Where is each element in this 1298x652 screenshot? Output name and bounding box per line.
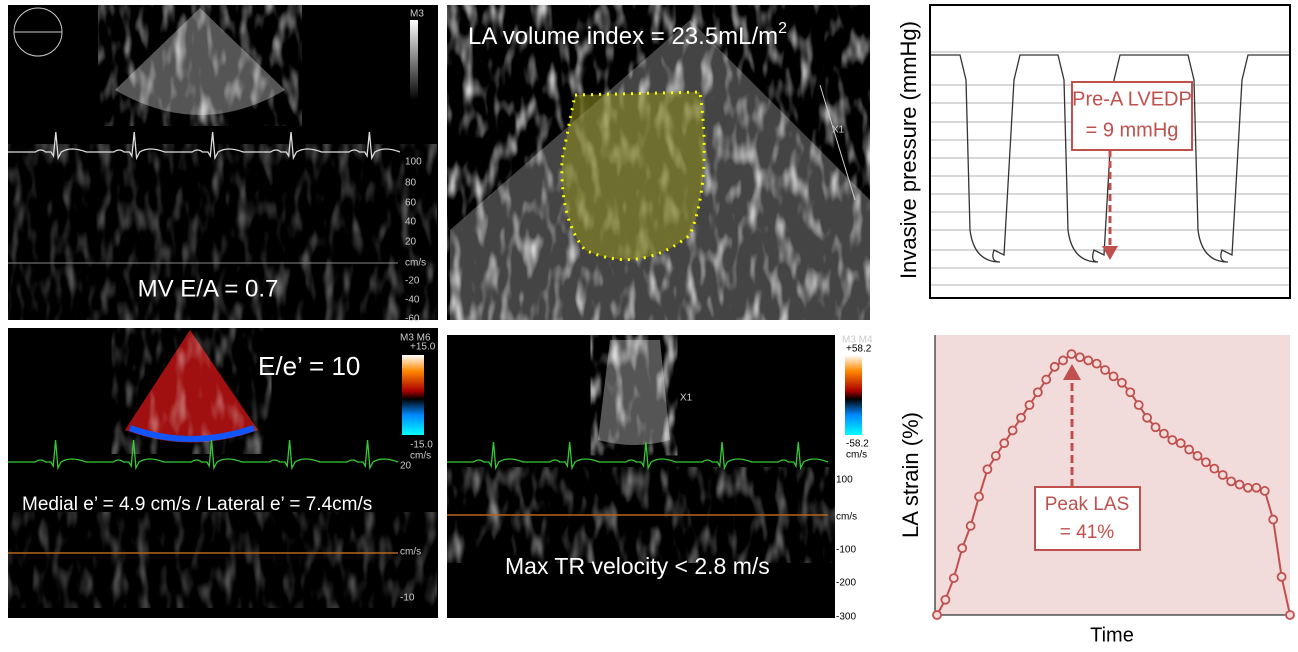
strain-point — [1286, 611, 1294, 619]
strain-point — [1202, 458, 1210, 466]
strain-point — [1210, 465, 1218, 473]
figure: M3 10080604020cm/s-20-40-60 MV E/A = 0.7… — [0, 0, 1298, 647]
strain-point — [933, 611, 941, 619]
strain-point — [1244, 484, 1252, 492]
strain-point — [1185, 446, 1193, 454]
panel-label: Max TR velocity < 2.8 m/s — [505, 553, 770, 579]
strain-point — [1076, 353, 1084, 361]
mode-label: M3 — [410, 9, 424, 20]
scale-label: cm/s — [410, 451, 431, 462]
scale-label: -58.2 — [846, 439, 869, 450]
strain-point — [1269, 516, 1277, 524]
strain-point — [1168, 436, 1176, 444]
detail-label: Medial e’ = 4.9 cm/s / Lateral e’ = 7.4c… — [22, 494, 372, 515]
scale-label: cm/s — [400, 547, 421, 558]
strain-point — [1177, 439, 1185, 447]
strain-point — [958, 544, 966, 552]
strain-point — [967, 522, 975, 530]
strain-point — [1025, 401, 1033, 409]
strain-point — [1126, 388, 1134, 396]
strain-point — [1067, 350, 1075, 358]
scale-label: 80 — [405, 178, 417, 189]
y-axis-label: Invasive pressure (mmHg) — [896, 21, 921, 279]
strain-panel — [933, 335, 1294, 619]
strain-point — [1042, 376, 1050, 384]
scale-label: -200 — [836, 578, 856, 589]
strain-point — [1093, 360, 1101, 368]
y-axis-label: LA strain (%) — [898, 412, 923, 538]
strain-point — [950, 574, 958, 582]
label-text: LA volume index = 23.5mL/m — [468, 23, 778, 50]
strain-point — [1135, 401, 1143, 409]
annotation: Pre-A LVEDP — [1072, 88, 1192, 110]
scale-label: 40 — [405, 217, 417, 228]
annotation: Peak LAS — [1045, 494, 1130, 515]
strain-point — [1152, 423, 1160, 431]
scale-label: 20 — [400, 461, 412, 472]
marker: X1 — [832, 125, 845, 136]
strain-point — [1236, 481, 1244, 489]
scale-label: -15.0 — [410, 440, 433, 451]
strain-point — [1034, 388, 1042, 396]
scale-label: +58.2 — [846, 344, 872, 355]
scale-label: 100 — [405, 157, 422, 168]
mitral-panel — [8, 5, 438, 320]
scale-label: -300 — [836, 612, 856, 623]
scale-label: 100 — [836, 475, 853, 486]
scale-label: -40 — [405, 295, 420, 306]
scale-label: 60 — [405, 198, 417, 209]
strain-point — [975, 493, 983, 501]
strain-point — [1118, 379, 1126, 387]
strain-point — [1017, 414, 1025, 422]
strain-point — [983, 465, 991, 473]
superscript: 2 — [778, 20, 787, 37]
strain-point — [1101, 366, 1109, 374]
strain-point — [1219, 471, 1227, 479]
scale-label: cm/s — [846, 450, 867, 461]
strain-point — [941, 596, 949, 604]
scale-label: -10 — [400, 593, 415, 604]
la-volume-panel — [447, 5, 870, 320]
strain-point — [1278, 573, 1286, 581]
strain-point — [1194, 452, 1202, 460]
strain-point — [1084, 356, 1092, 364]
panel-label: MV E/A = 0.7 — [138, 275, 279, 302]
strain-point — [1160, 430, 1168, 438]
scale-label: -100 — [836, 545, 856, 556]
velocity-scale: 100 cm/s -100 -200 -300 — [836, 475, 857, 623]
scale-label: -20 — [405, 276, 420, 287]
x-axis-label: Time — [1090, 624, 1134, 646]
annotation: = 9 mmHg — [1086, 119, 1179, 141]
strain-point — [1000, 439, 1008, 447]
strain-point — [992, 452, 1000, 460]
scale-label: cm/s — [405, 258, 426, 269]
pressure-panel — [930, 5, 1290, 298]
strain-point — [1059, 356, 1067, 364]
scale-label: +15.0 — [410, 342, 436, 353]
panel-label: E/e’ = 10 — [258, 351, 360, 381]
strain-point — [1051, 363, 1059, 371]
strain-point — [1227, 477, 1235, 485]
scale-label: 20 — [405, 237, 417, 248]
strain-point — [1143, 414, 1151, 422]
scale-label: -60 — [405, 314, 420, 325]
tissue-doppler-panel — [8, 328, 438, 618]
strain-point — [1009, 426, 1017, 434]
panel-label: LA volume index = 23.5mL/m2 — [468, 20, 787, 50]
annotation: = 41% — [1060, 522, 1115, 543]
marker: X1 — [680, 393, 693, 404]
strain-point — [1110, 372, 1118, 380]
strain-point — [1261, 487, 1269, 495]
strain-point — [1252, 484, 1260, 492]
color-bar — [845, 355, 862, 435]
scale-label: cm/s — [836, 512, 857, 523]
